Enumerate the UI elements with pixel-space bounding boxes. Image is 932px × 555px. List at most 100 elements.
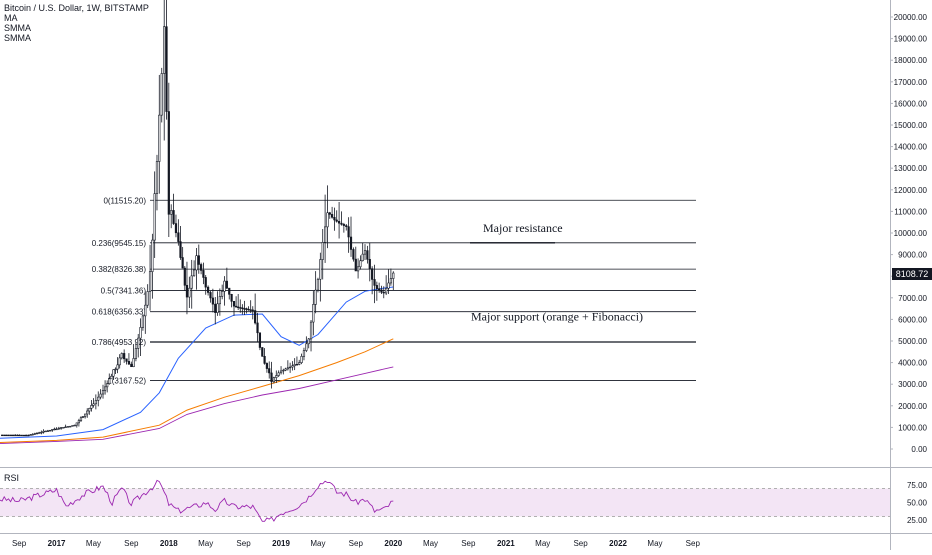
candle-body: [243, 308, 246, 310]
candle-body: [16, 434, 19, 437]
fib-level-label: 1(3167.52): [107, 377, 146, 386]
candle-body: [146, 291, 149, 306]
candle-body: [356, 266, 360, 272]
candle-body: [177, 232, 180, 242]
candle-body: [207, 286, 210, 293]
candle-body: [330, 214, 334, 218]
candle-body: [11, 434, 15, 437]
candle-body: [321, 242, 324, 260]
candle-body: [268, 368, 271, 374]
candle-body: [64, 426, 67, 428]
candle-body: [368, 259, 371, 269]
candle-body: [46, 430, 49, 432]
candle-body: [38, 432, 41, 434]
y-tick-label: 9000.00: [898, 251, 927, 260]
candle-body: [373, 279, 376, 286]
candle-body: [55, 428, 58, 431]
candle-body: [333, 217, 336, 221]
fib-level-label: 0.786(4953.92): [92, 338, 147, 347]
rsi-line: [0, 479, 394, 522]
candle-body: [127, 361, 131, 365]
candle-body: [302, 350, 306, 357]
candle-body: [139, 327, 142, 339]
candle-body: [137, 337, 140, 349]
candle-body: [130, 363, 133, 368]
candle-body: [9, 434, 12, 437]
candle-body: [174, 223, 178, 234]
candle-body: [48, 429, 52, 432]
candle-body: [116, 364, 119, 370]
current-price-tag: 8108.72: [892, 267, 932, 280]
candle-body: [3, 434, 6, 437]
candle-body: [265, 363, 269, 369]
candle-body: [249, 309, 252, 311]
x-tick-label: May: [86, 539, 101, 548]
candle-body: [256, 322, 259, 334]
candle-body: [354, 258, 357, 272]
y-tick-label: 14000.00: [894, 143, 928, 152]
x-tick-label: May: [535, 539, 550, 548]
candle-body: [251, 309, 254, 311]
legend-smma-2[interactable]: SMMA: [4, 33, 31, 43]
candle-body: [375, 285, 378, 289]
legend-ma[interactable]: MA: [4, 13, 18, 23]
candle-body: [328, 212, 331, 215]
candle-body: [7, 434, 10, 437]
candle-body: [5, 434, 8, 437]
rsi-y-tick-label: 25.00: [907, 516, 928, 525]
y-tick-label: 20000.00: [894, 13, 928, 22]
y-tick-label: 6000.00: [898, 315, 927, 324]
chart-annotation: Major support (orange + Fibonacci): [471, 309, 643, 323]
fib-level-label: 0.236(9545.15): [92, 239, 147, 248]
y-tick-label: 4000.00: [898, 359, 927, 368]
candle-body: [380, 289, 383, 293]
x-tick-label: Sep: [686, 539, 701, 548]
x-tick-label: May: [198, 539, 213, 548]
candle-body: [120, 353, 123, 359]
candle-body: [18, 434, 21, 437]
y-tick-label: 17000.00: [894, 78, 928, 87]
candle-body: [387, 282, 390, 289]
candle-body: [125, 358, 128, 362]
candle-body: [316, 278, 320, 291]
candle-body: [183, 267, 186, 286]
candle-body: [298, 362, 301, 365]
candle-body: [361, 253, 364, 262]
candle-body: [151, 239, 154, 272]
candle-body: [241, 307, 244, 309]
candle-body: [230, 294, 233, 302]
candle-body: [282, 369, 285, 372]
candle-body: [190, 275, 193, 289]
x-tick-label: Sep: [349, 539, 364, 548]
candle-body: [94, 400, 97, 405]
candle-body: [148, 271, 152, 292]
candle-body: [195, 255, 198, 271]
legend-title[interactable]: Bitcoin / U.S. Dollar, 1W, BITSTAMP: [4, 3, 149, 13]
candle-body: [20, 434, 23, 437]
candle-body: [132, 358, 135, 368]
x-tick-label: Sep: [236, 539, 251, 548]
candle-body: [165, 26, 168, 112]
rsi-label[interactable]: RSI: [4, 473, 20, 483]
candle-body: [170, 210, 173, 215]
y-tick-label: 7000.00: [898, 294, 927, 303]
candle-body: [284, 368, 287, 371]
candle-body: [167, 111, 170, 215]
candle-body: [385, 288, 388, 294]
x-tick-label: May: [647, 539, 662, 548]
candle-body: [279, 370, 283, 374]
x-tick-label: Sep: [124, 539, 139, 548]
candle-body: [22, 434, 26, 437]
candle-body: [307, 338, 310, 345]
candle-body: [295, 364, 299, 366]
candle-body: [291, 365, 294, 368]
candle-body: [382, 291, 385, 294]
candle-body: [342, 224, 345, 226]
candle-body: [309, 321, 313, 340]
x-tick-label: 2017: [48, 539, 66, 548]
candle-body: [263, 356, 266, 364]
legend-smma-1[interactable]: SMMA: [4, 23, 31, 33]
y-tick-label: 1000.00: [898, 423, 927, 432]
y-tick-label: 12000.00: [894, 186, 928, 195]
